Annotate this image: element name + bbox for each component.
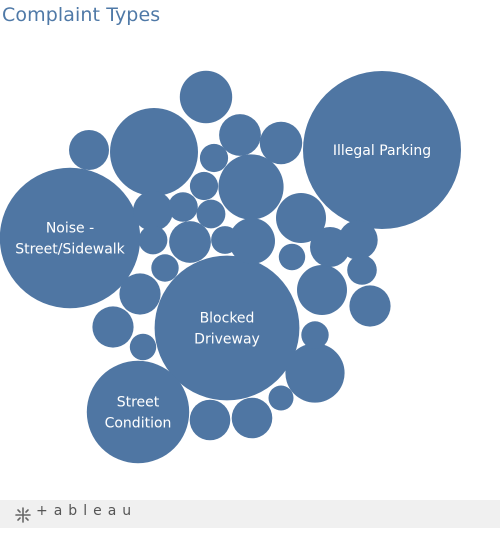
bubble-label: Illegal Parking (333, 143, 431, 159)
bubble-mark[interactable] (179, 70, 233, 124)
bubble-mark[interactable] (338, 220, 378, 260)
bubble-mark[interactable] (154, 255, 300, 401)
bubble-mark[interactable] (199, 143, 229, 173)
bubble-mark[interactable] (303, 71, 461, 229)
bubble-mark[interactable] (138, 225, 168, 255)
bubble-mark[interactable] (119, 273, 161, 315)
tableau-logo-icon[interactable] (14, 506, 32, 524)
bubble-label: Condition (105, 416, 172, 432)
chart-title: Complaint Types (2, 4, 161, 26)
bubble-label: Street (117, 395, 160, 411)
bubble-mark[interactable] (169, 221, 211, 263)
bubble-label: Driveway (194, 332, 260, 348)
bubble-mark[interactable] (219, 114, 261, 156)
bubble-mark[interactable] (211, 226, 239, 254)
tableau-brand-text[interactable]: +ableau (36, 503, 138, 519)
bubble-mark[interactable] (110, 108, 198, 196)
bubble-mark[interactable] (151, 254, 179, 282)
bubble-mark[interactable] (129, 333, 157, 361)
bubble-mark[interactable] (278, 243, 306, 271)
bubble-mark[interactable] (259, 121, 303, 165)
bubble-mark[interactable] (86, 360, 190, 464)
bubble-mark[interactable] (276, 193, 326, 243)
bubble-mark[interactable] (189, 171, 219, 201)
bubble-mark[interactable] (297, 265, 347, 315)
bubble-mark[interactable] (189, 399, 231, 441)
bubble-label: Blocked (200, 311, 255, 327)
bubble-mark[interactable] (92, 306, 134, 348)
bubble-mark[interactable] (196, 199, 226, 229)
bubble-mark[interactable] (347, 255, 377, 285)
bubble-mark[interactable] (0, 167, 141, 309)
bubble-mark[interactable] (69, 130, 109, 170)
tableau-footer: +ableau (0, 500, 500, 528)
bubble-mark[interactable] (285, 343, 345, 403)
bubble-label: Street/Sidewalk (15, 242, 125, 258)
bubble-mark[interactable] (168, 192, 198, 222)
bubble-label: Noise - (46, 221, 94, 237)
bubble-mark[interactable] (133, 191, 173, 231)
bubble-chart[interactable]: Illegal Parking Blocked Driveway Noise - Str… (0, 0, 500, 500)
bubble-mark[interactable] (218, 154, 284, 220)
bubble-mark[interactable] (268, 385, 294, 411)
bubble-mark[interactable] (301, 321, 329, 349)
bubble-mark[interactable] (349, 285, 391, 327)
bubble-mark[interactable] (231, 397, 273, 439)
bubble-mark[interactable] (229, 218, 275, 264)
